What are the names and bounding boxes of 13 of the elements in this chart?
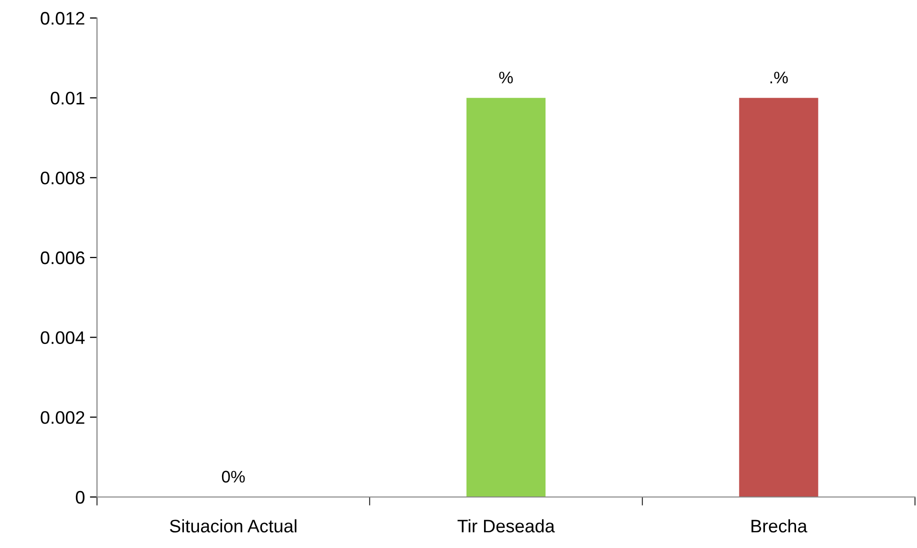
y-tick-label: 0.006 [40, 251, 84, 264]
x-tick-label: Tir Deseada [458, 519, 555, 532]
data-label: .% [770, 72, 788, 84]
y-tick-label: 0.01 [50, 92, 84, 105]
x-tick-label: Brecha [752, 519, 808, 532]
y-tick-label: 0.004 [40, 331, 85, 344]
y-tick-label: 0.008 [40, 172, 84, 184]
x-tick-label: Situacion Actual [170, 519, 296, 532]
y-tick-label: 0.002 [40, 411, 84, 424]
data-label: 0% [222, 470, 245, 483]
y-tick-label: 0 [76, 490, 84, 504]
y-tick-label: 0.012 [40, 12, 84, 25]
data-label: % [499, 72, 513, 84]
